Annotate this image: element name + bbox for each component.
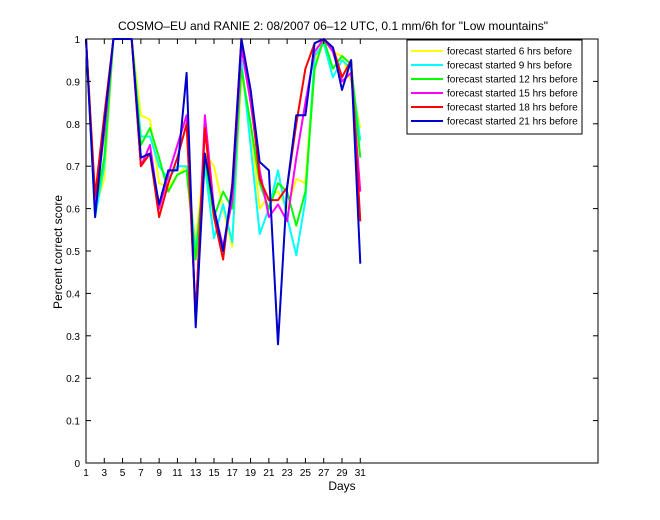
y-tick-label: 0.8	[66, 120, 80, 131]
x-tick-label: 15	[208, 468, 220, 479]
y-axis-title: Percent correct score	[51, 195, 65, 309]
legend-label-4: forecast started 15 hrs before	[447, 89, 578, 100]
x-tick-label: 19	[245, 468, 257, 479]
y-tick-label: 0.3	[66, 332, 80, 343]
x-tick-label: 27	[318, 468, 330, 479]
x-axis-title: Days	[328, 479, 355, 493]
axes: 1 3 5 7 9 11 13 15 17 19 21 23 25 27 29 3100.10.20.30.4…	[66, 35, 598, 479]
y-tick-label: 0.6	[66, 205, 80, 216]
x-tick-label: 9	[156, 468, 162, 479]
x-tick-label: 29	[336, 468, 348, 479]
x-tick-label: 13	[190, 468, 202, 479]
y-tick-label: 0.7	[66, 162, 80, 173]
y-tick-label: 0.4	[66, 289, 80, 300]
y-tick-label: 0.1	[66, 417, 80, 428]
series-lines	[85, 38, 362, 346]
x-tick-label: 5	[120, 468, 126, 479]
legend-box	[406, 39, 583, 135]
y-tick-label: 0.2	[66, 374, 80, 385]
x-tick-label: 17	[227, 468, 239, 479]
x-tick-label: 31	[355, 468, 367, 479]
series-line-6	[85, 38, 362, 346]
y-tick-label: 0	[74, 459, 80, 470]
x-tick-label: 3	[102, 468, 108, 479]
legend-label-2: forecast started 9 hrs before	[447, 61, 573, 72]
y-tick-label: 0.9	[66, 77, 80, 88]
x-tick-label: 11	[172, 468, 183, 479]
x-tick-label: 23	[282, 468, 294, 479]
y-tick-label: 1	[74, 35, 80, 46]
y-tick-label: 0.5	[66, 247, 80, 258]
x-tick-label: 7	[138, 468, 144, 479]
x-tick-label: 25	[300, 468, 312, 479]
legend-label-1: forecast started 6 hrs before	[447, 47, 573, 58]
chart-title: COSMO–EU and RANIE 2: 08/2007 06–12 UTC,…	[118, 19, 548, 33]
legend: forecast started 6 hrs before forecast st…	[406, 39, 583, 135]
legend-label-5: forecast started 18 hrs before	[447, 103, 578, 114]
x-tick-label: 1	[83, 468, 89, 479]
x-tick-label: 21	[263, 468, 275, 479]
legend-label-3: forecast started 12 hrs before	[447, 75, 578, 86]
legend-label-6: forecast started 21 hrs before	[447, 117, 578, 128]
